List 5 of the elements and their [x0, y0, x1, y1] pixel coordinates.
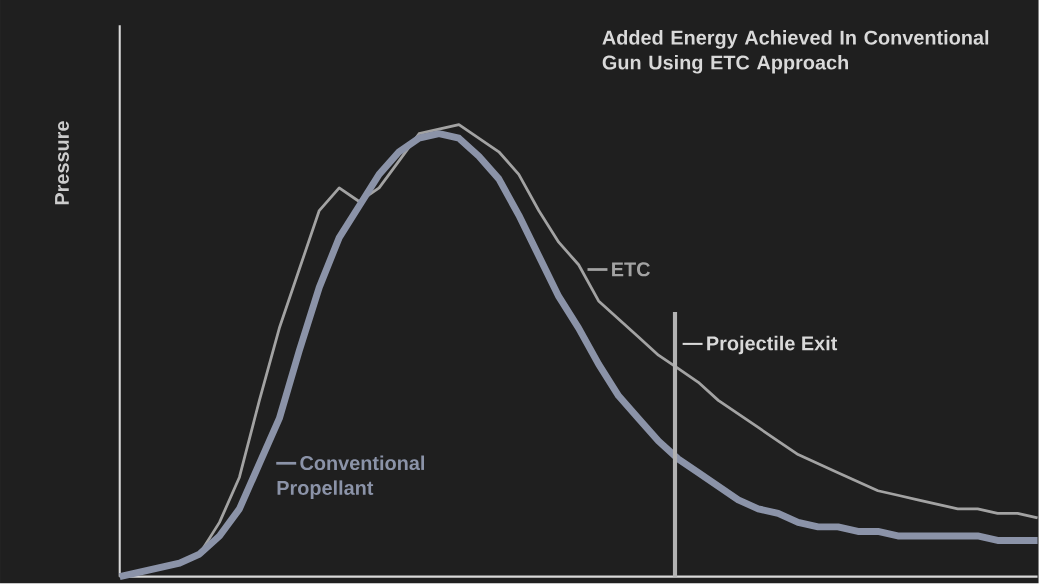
- y-axis-title: Pressure: [55, 121, 69, 205]
- annotation: Projectile Exit: [707, 335, 838, 355]
- legend-label: Conventional Propellant: [277, 455, 424, 500]
- text: Added Energy Achieved In Conventional Gun Using ETC Approach: [602, 30, 989, 74]
- legend-label: ETC: [612, 262, 650, 277]
